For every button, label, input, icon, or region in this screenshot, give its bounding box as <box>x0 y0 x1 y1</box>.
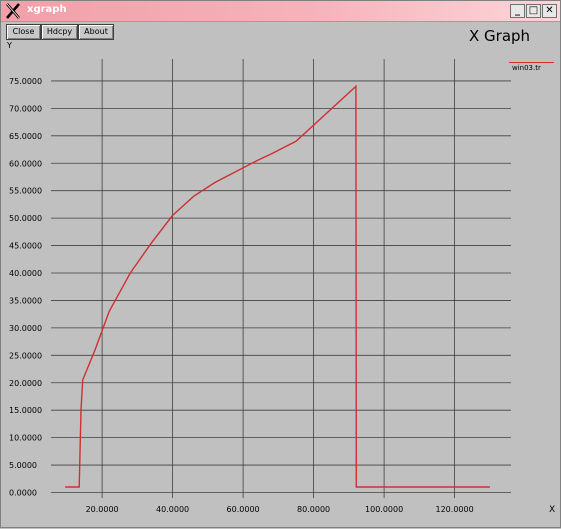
y-tick-label: 70.0000 <box>9 104 42 113</box>
window-title: xgraph <box>27 4 67 15</box>
close-window-button[interactable]: ✕ <box>542 4 557 18</box>
hdcpy-button[interactable]: Hdcpy <box>41 24 78 40</box>
y-tick-label: 0.0000 <box>9 489 37 498</box>
y-tick-label: 30.0000 <box>9 324 42 333</box>
maximize-icon: □ <box>528 5 539 16</box>
x-tick-label: 120.0000 <box>436 505 474 514</box>
y-tick-label: 25.0000 <box>9 351 42 360</box>
y-tick-label: 10.0000 <box>9 434 42 443</box>
x-tick-label: 60.0000 <box>227 505 260 514</box>
y-tick-label: 15.0000 <box>9 406 42 415</box>
minimize-icon: _ <box>515 5 520 16</box>
y-tick-label: 35.0000 <box>9 296 42 305</box>
minimize-button[interactable]: _ <box>510 4 525 18</box>
y-tick-label: 40.0000 <box>9 269 42 278</box>
x-axis-label: X <box>549 505 556 515</box>
x-tick-label: 40.0000 <box>156 505 189 514</box>
y-tick-label: 65.0000 <box>9 132 42 141</box>
y-axis-label: Y <box>7 41 12 50</box>
maximize-button[interactable]: □ <box>526 4 541 18</box>
legend-label: win03.tr <box>512 64 541 72</box>
about-button[interactable]: About <box>78 24 114 40</box>
close-icon: ✕ <box>545 5 554 16</box>
y-tick-label: 5.0000 <box>9 461 37 470</box>
y-tick-label: 20.0000 <box>9 379 42 388</box>
legend-swatch <box>509 62 554 63</box>
y-tick-label: 75.0000 <box>9 77 42 86</box>
graph-title: X Graph <box>469 27 531 45</box>
x-tick-label: 100.0000 <box>365 505 403 514</box>
y-tick-label: 50.0000 <box>9 214 42 223</box>
x-tick-label: 20.0000 <box>86 505 119 514</box>
x-tick-label: 80.0000 <box>297 505 330 514</box>
x-logo-icon <box>6 3 20 19</box>
title-bar[interactable]: xgraph _ □ ✕ <box>1 1 560 22</box>
close-button[interactable]: Close <box>6 24 41 40</box>
y-tick-label: 60.0000 <box>9 159 42 168</box>
y-tick-label: 55.0000 <box>9 187 42 196</box>
y-tick-label: 45.0000 <box>9 242 42 251</box>
series-line <box>65 84 490 488</box>
